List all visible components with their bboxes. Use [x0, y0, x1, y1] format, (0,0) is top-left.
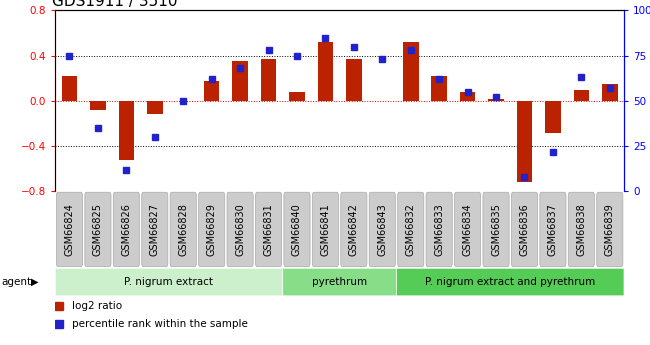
Bar: [573, 90, 589, 101]
Text: GSM66828: GSM66828: [178, 203, 188, 256]
Text: ▶: ▶: [31, 277, 39, 287]
Text: GSM66833: GSM66833: [434, 203, 444, 256]
FancyBboxPatch shape: [369, 192, 395, 267]
Text: agent: agent: [1, 277, 31, 287]
FancyBboxPatch shape: [396, 268, 624, 296]
Text: GSM66826: GSM66826: [122, 203, 131, 256]
Bar: [602, 84, 617, 101]
Text: GSM66841: GSM66841: [320, 203, 330, 256]
FancyBboxPatch shape: [312, 192, 339, 267]
FancyBboxPatch shape: [483, 192, 509, 267]
FancyBboxPatch shape: [454, 192, 480, 267]
FancyBboxPatch shape: [426, 192, 452, 267]
Text: GSM66836: GSM66836: [519, 203, 530, 256]
Text: GSM66832: GSM66832: [406, 203, 416, 256]
FancyBboxPatch shape: [227, 192, 254, 267]
Bar: [289, 92, 305, 101]
Bar: [90, 101, 106, 110]
FancyBboxPatch shape: [284, 192, 310, 267]
FancyBboxPatch shape: [540, 192, 566, 267]
Text: percentile rank within the sample: percentile rank within the sample: [72, 319, 248, 329]
FancyBboxPatch shape: [512, 192, 538, 267]
Bar: [147, 101, 162, 115]
Text: GSM66835: GSM66835: [491, 203, 501, 256]
Text: GSM66837: GSM66837: [548, 203, 558, 256]
FancyBboxPatch shape: [597, 192, 623, 267]
Text: GDS1911 / 3510: GDS1911 / 3510: [53, 0, 178, 9]
Text: pyrethrum: pyrethrum: [312, 277, 367, 287]
Text: GSM66830: GSM66830: [235, 203, 245, 256]
FancyBboxPatch shape: [57, 192, 83, 267]
Bar: [460, 92, 475, 101]
FancyBboxPatch shape: [170, 192, 196, 267]
FancyBboxPatch shape: [398, 192, 424, 267]
Bar: [488, 99, 504, 101]
Bar: [118, 101, 134, 160]
Bar: [545, 101, 561, 132]
Bar: [517, 101, 532, 183]
Text: GSM66824: GSM66824: [64, 203, 75, 256]
Text: GSM66839: GSM66839: [604, 203, 615, 256]
Bar: [432, 76, 447, 101]
Text: GSM66834: GSM66834: [463, 203, 473, 256]
Bar: [261, 59, 276, 101]
Bar: [403, 42, 419, 101]
FancyBboxPatch shape: [568, 192, 595, 267]
Text: GSM66838: GSM66838: [577, 203, 586, 256]
FancyBboxPatch shape: [283, 268, 396, 296]
Bar: [346, 59, 361, 101]
Text: GSM66827: GSM66827: [150, 203, 160, 256]
FancyBboxPatch shape: [55, 268, 283, 296]
Text: GSM66825: GSM66825: [93, 203, 103, 256]
Bar: [62, 76, 77, 101]
FancyBboxPatch shape: [142, 192, 168, 267]
FancyBboxPatch shape: [113, 192, 140, 267]
Text: GSM66831: GSM66831: [263, 203, 274, 256]
FancyBboxPatch shape: [255, 192, 281, 267]
Text: P. nigrum extract and pyrethrum: P. nigrum extract and pyrethrum: [425, 277, 595, 287]
FancyBboxPatch shape: [199, 192, 225, 267]
Text: P. nigrum extract: P. nigrum extract: [125, 277, 213, 287]
Bar: [318, 42, 333, 101]
Bar: [204, 80, 220, 101]
Bar: [232, 61, 248, 101]
FancyBboxPatch shape: [341, 192, 367, 267]
Text: log2 ratio: log2 ratio: [72, 302, 122, 311]
Text: GSM66843: GSM66843: [377, 203, 387, 256]
FancyBboxPatch shape: [84, 192, 111, 267]
Text: GSM66842: GSM66842: [349, 203, 359, 256]
Text: GSM66840: GSM66840: [292, 203, 302, 256]
Text: GSM66829: GSM66829: [207, 203, 216, 256]
